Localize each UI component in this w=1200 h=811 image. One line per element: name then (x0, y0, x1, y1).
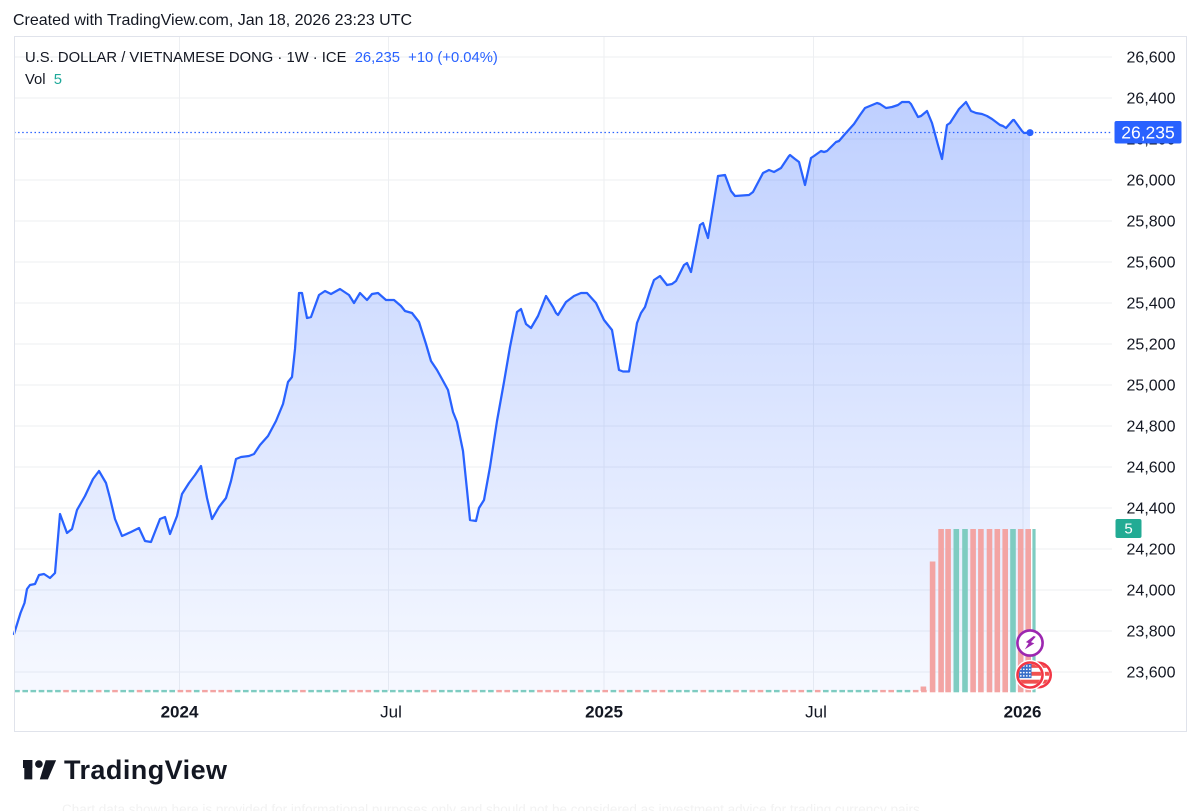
svg-text:26,600: 26,600 (1127, 50, 1176, 67)
svg-text:24,200: 24,200 (1127, 542, 1176, 559)
svg-text:25,200: 25,200 (1127, 337, 1176, 354)
svg-text:Jul: Jul (805, 703, 827, 722)
svg-text:Chart data shown here is provi: Chart data shown here is provided for in… (62, 802, 920, 811)
svg-text:Jul: Jul (380, 703, 402, 722)
svg-text:Created with TradingView.com,: Created with TradingView.com, Jan 18, 20… (13, 12, 412, 29)
svg-text:24,000: 24,000 (1127, 583, 1176, 600)
svg-text:2024: 2024 (161, 703, 199, 722)
svg-text:24,600: 24,600 (1127, 460, 1176, 477)
svg-text:26,400: 26,400 (1127, 91, 1176, 108)
svg-text:25,000: 25,000 (1127, 378, 1176, 395)
svg-text:U.S. DOLLAR / VIETNAMESE DONG: U.S. DOLLAR / VIETNAMESE DONG · 1W · ICE… (25, 50, 498, 66)
svg-text:24,800: 24,800 (1127, 419, 1176, 436)
svg-text:5: 5 (1124, 521, 1132, 538)
svg-text:25,400: 25,400 (1127, 296, 1176, 313)
svg-text:Vol 5: Vol 5 (25, 72, 62, 88)
svg-text:26,000: 26,000 (1127, 173, 1176, 190)
svg-text:23,800: 23,800 (1127, 624, 1176, 641)
svg-text:2025: 2025 (585, 703, 623, 722)
svg-text:25,800: 25,800 (1127, 214, 1176, 231)
svg-text:25,600: 25,600 (1127, 255, 1176, 272)
svg-text:26,235: 26,235 (1121, 123, 1175, 143)
svg-text:2026: 2026 (1004, 703, 1042, 722)
svg-text:TradingView: TradingView (64, 755, 228, 785)
svg-text:23,600: 23,600 (1127, 665, 1176, 682)
svg-text:24,400: 24,400 (1127, 501, 1176, 518)
